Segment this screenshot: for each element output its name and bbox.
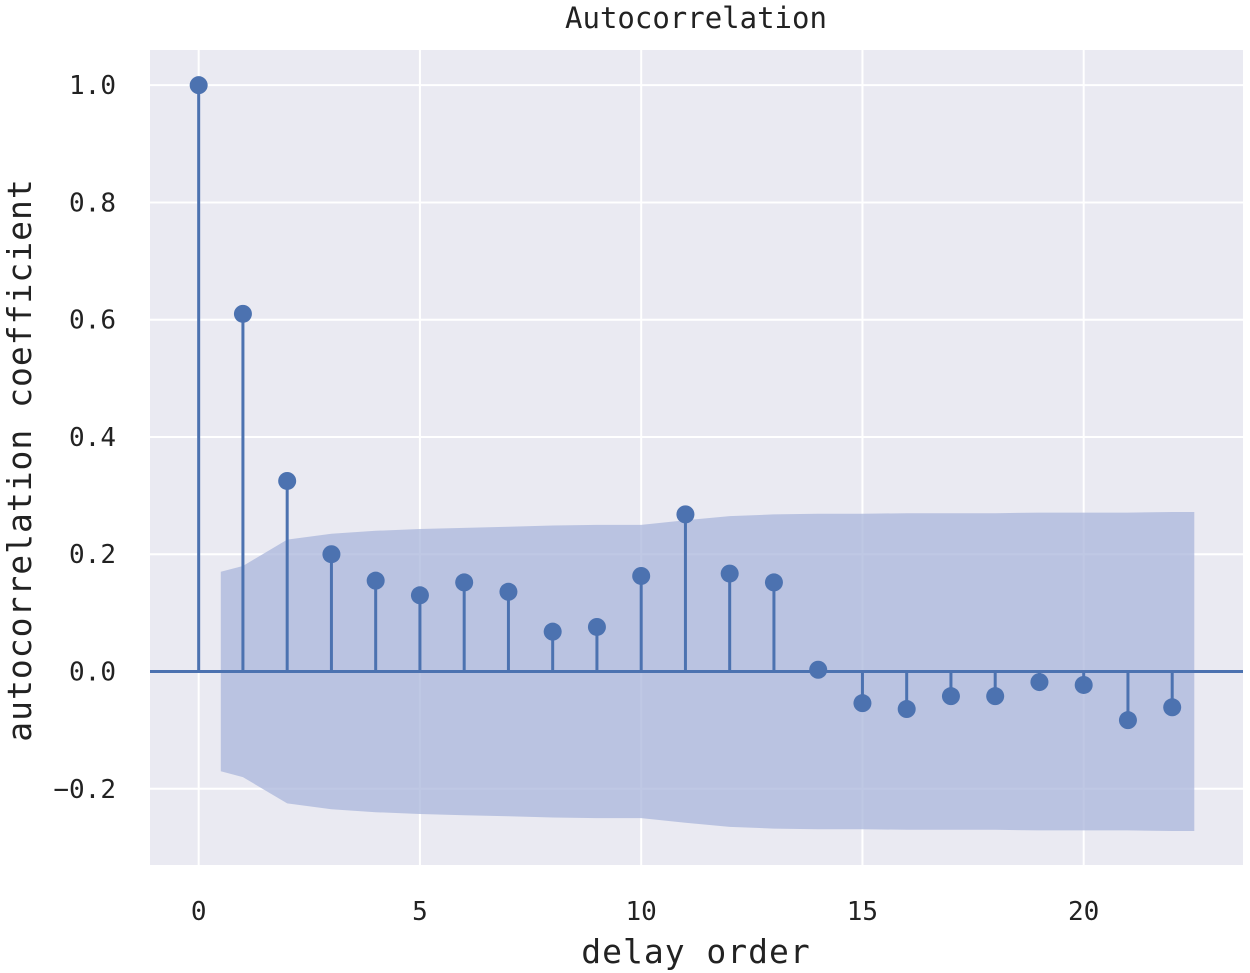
stems <box>197 85 1174 721</box>
chart-title: Autocorrelation <box>565 1 827 35</box>
marker-21 <box>1118 711 1137 730</box>
x-tick-label-4: 20 <box>1068 897 1099 927</box>
marker-20 <box>1074 675 1093 694</box>
x-axis-title: delay order <box>581 932 811 971</box>
y-tick-label-6: −0.2 <box>53 775 116 805</box>
markers <box>189 76 1182 730</box>
x-tick-label-1: 5 <box>412 897 428 927</box>
marker-19 <box>1030 673 1049 692</box>
marker-1 <box>233 304 252 323</box>
marker-14 <box>809 660 828 679</box>
y-tick-label-5: 0.0 <box>69 658 116 688</box>
marker-22 <box>1163 698 1182 717</box>
marker-0 <box>189 76 208 95</box>
y-tick-label-1: 0.8 <box>69 188 116 218</box>
x-tick-label-2: 10 <box>626 897 657 927</box>
marker-8 <box>543 622 562 641</box>
y-axis-title: autocorrelation coefficient <box>0 178 39 741</box>
y-tick-label-2: 0.6 <box>69 306 116 336</box>
x-tick-label-3: 15 <box>847 897 878 927</box>
marker-11 <box>676 505 695 524</box>
marker-12 <box>720 564 739 583</box>
marker-13 <box>764 573 783 592</box>
marker-10 <box>632 566 651 585</box>
marker-15 <box>853 694 872 713</box>
marker-2 <box>278 471 297 490</box>
marker-9 <box>587 617 606 636</box>
marker-4 <box>366 571 385 590</box>
x-tick-labels: 0 5 10 15 20 <box>191 897 1100 927</box>
marker-5 <box>410 586 429 605</box>
y-tick-labels: 1.0 0.8 0.6 0.4 0.2 0.0 −0.2 <box>53 71 116 805</box>
marker-16 <box>897 700 916 719</box>
marker-17 <box>941 687 960 706</box>
x-tick-label-0: 0 <box>191 897 207 927</box>
marker-18 <box>986 687 1005 706</box>
marker-7 <box>499 582 518 601</box>
marker-3 <box>322 545 341 564</box>
marker-6 <box>455 573 474 592</box>
y-tick-label-0: 1.0 <box>69 71 116 101</box>
y-tick-label-3: 0.4 <box>69 423 116 453</box>
y-tick-label-4: 0.2 <box>69 540 116 570</box>
